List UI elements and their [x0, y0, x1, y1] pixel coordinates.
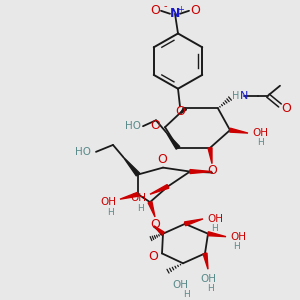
Text: OH: OH: [130, 193, 146, 203]
Polygon shape: [154, 226, 164, 235]
Text: H: H: [256, 139, 263, 148]
Text: +: +: [178, 5, 184, 14]
Polygon shape: [123, 157, 140, 176]
Polygon shape: [230, 128, 248, 133]
Text: O: O: [157, 153, 167, 166]
Text: H: H: [232, 91, 240, 100]
Text: OH: OH: [230, 232, 246, 242]
Text: O: O: [207, 164, 217, 177]
Text: H: H: [138, 204, 144, 213]
Text: OH: OH: [100, 197, 116, 207]
Text: H: H: [106, 208, 113, 217]
Polygon shape: [208, 232, 226, 237]
Text: O: O: [148, 250, 158, 263]
Text: O: O: [281, 102, 291, 115]
Text: -: -: [163, 1, 167, 11]
Text: O: O: [150, 4, 160, 17]
Polygon shape: [184, 219, 203, 226]
Text: N: N: [240, 91, 248, 100]
Polygon shape: [190, 169, 212, 173]
Text: N: N: [170, 7, 180, 20]
Text: H: H: [211, 224, 218, 233]
Polygon shape: [166, 132, 180, 149]
Text: H: H: [208, 284, 214, 293]
Text: OH: OH: [172, 280, 188, 290]
Text: O: O: [190, 4, 200, 17]
Text: HO: HO: [125, 121, 141, 131]
Polygon shape: [148, 202, 155, 217]
Text: H: H: [183, 290, 189, 299]
Text: O: O: [150, 119, 160, 132]
Polygon shape: [203, 253, 208, 269]
Text: OH: OH: [207, 214, 223, 224]
Text: O: O: [150, 218, 160, 231]
Text: H: H: [234, 242, 240, 251]
Text: O: O: [175, 105, 185, 118]
Polygon shape: [208, 148, 212, 164]
Polygon shape: [150, 184, 169, 194]
Text: HO: HO: [75, 147, 91, 157]
Text: OH: OH: [252, 128, 268, 138]
Polygon shape: [120, 192, 139, 199]
Polygon shape: [181, 107, 187, 113]
Text: OH: OH: [200, 274, 216, 284]
